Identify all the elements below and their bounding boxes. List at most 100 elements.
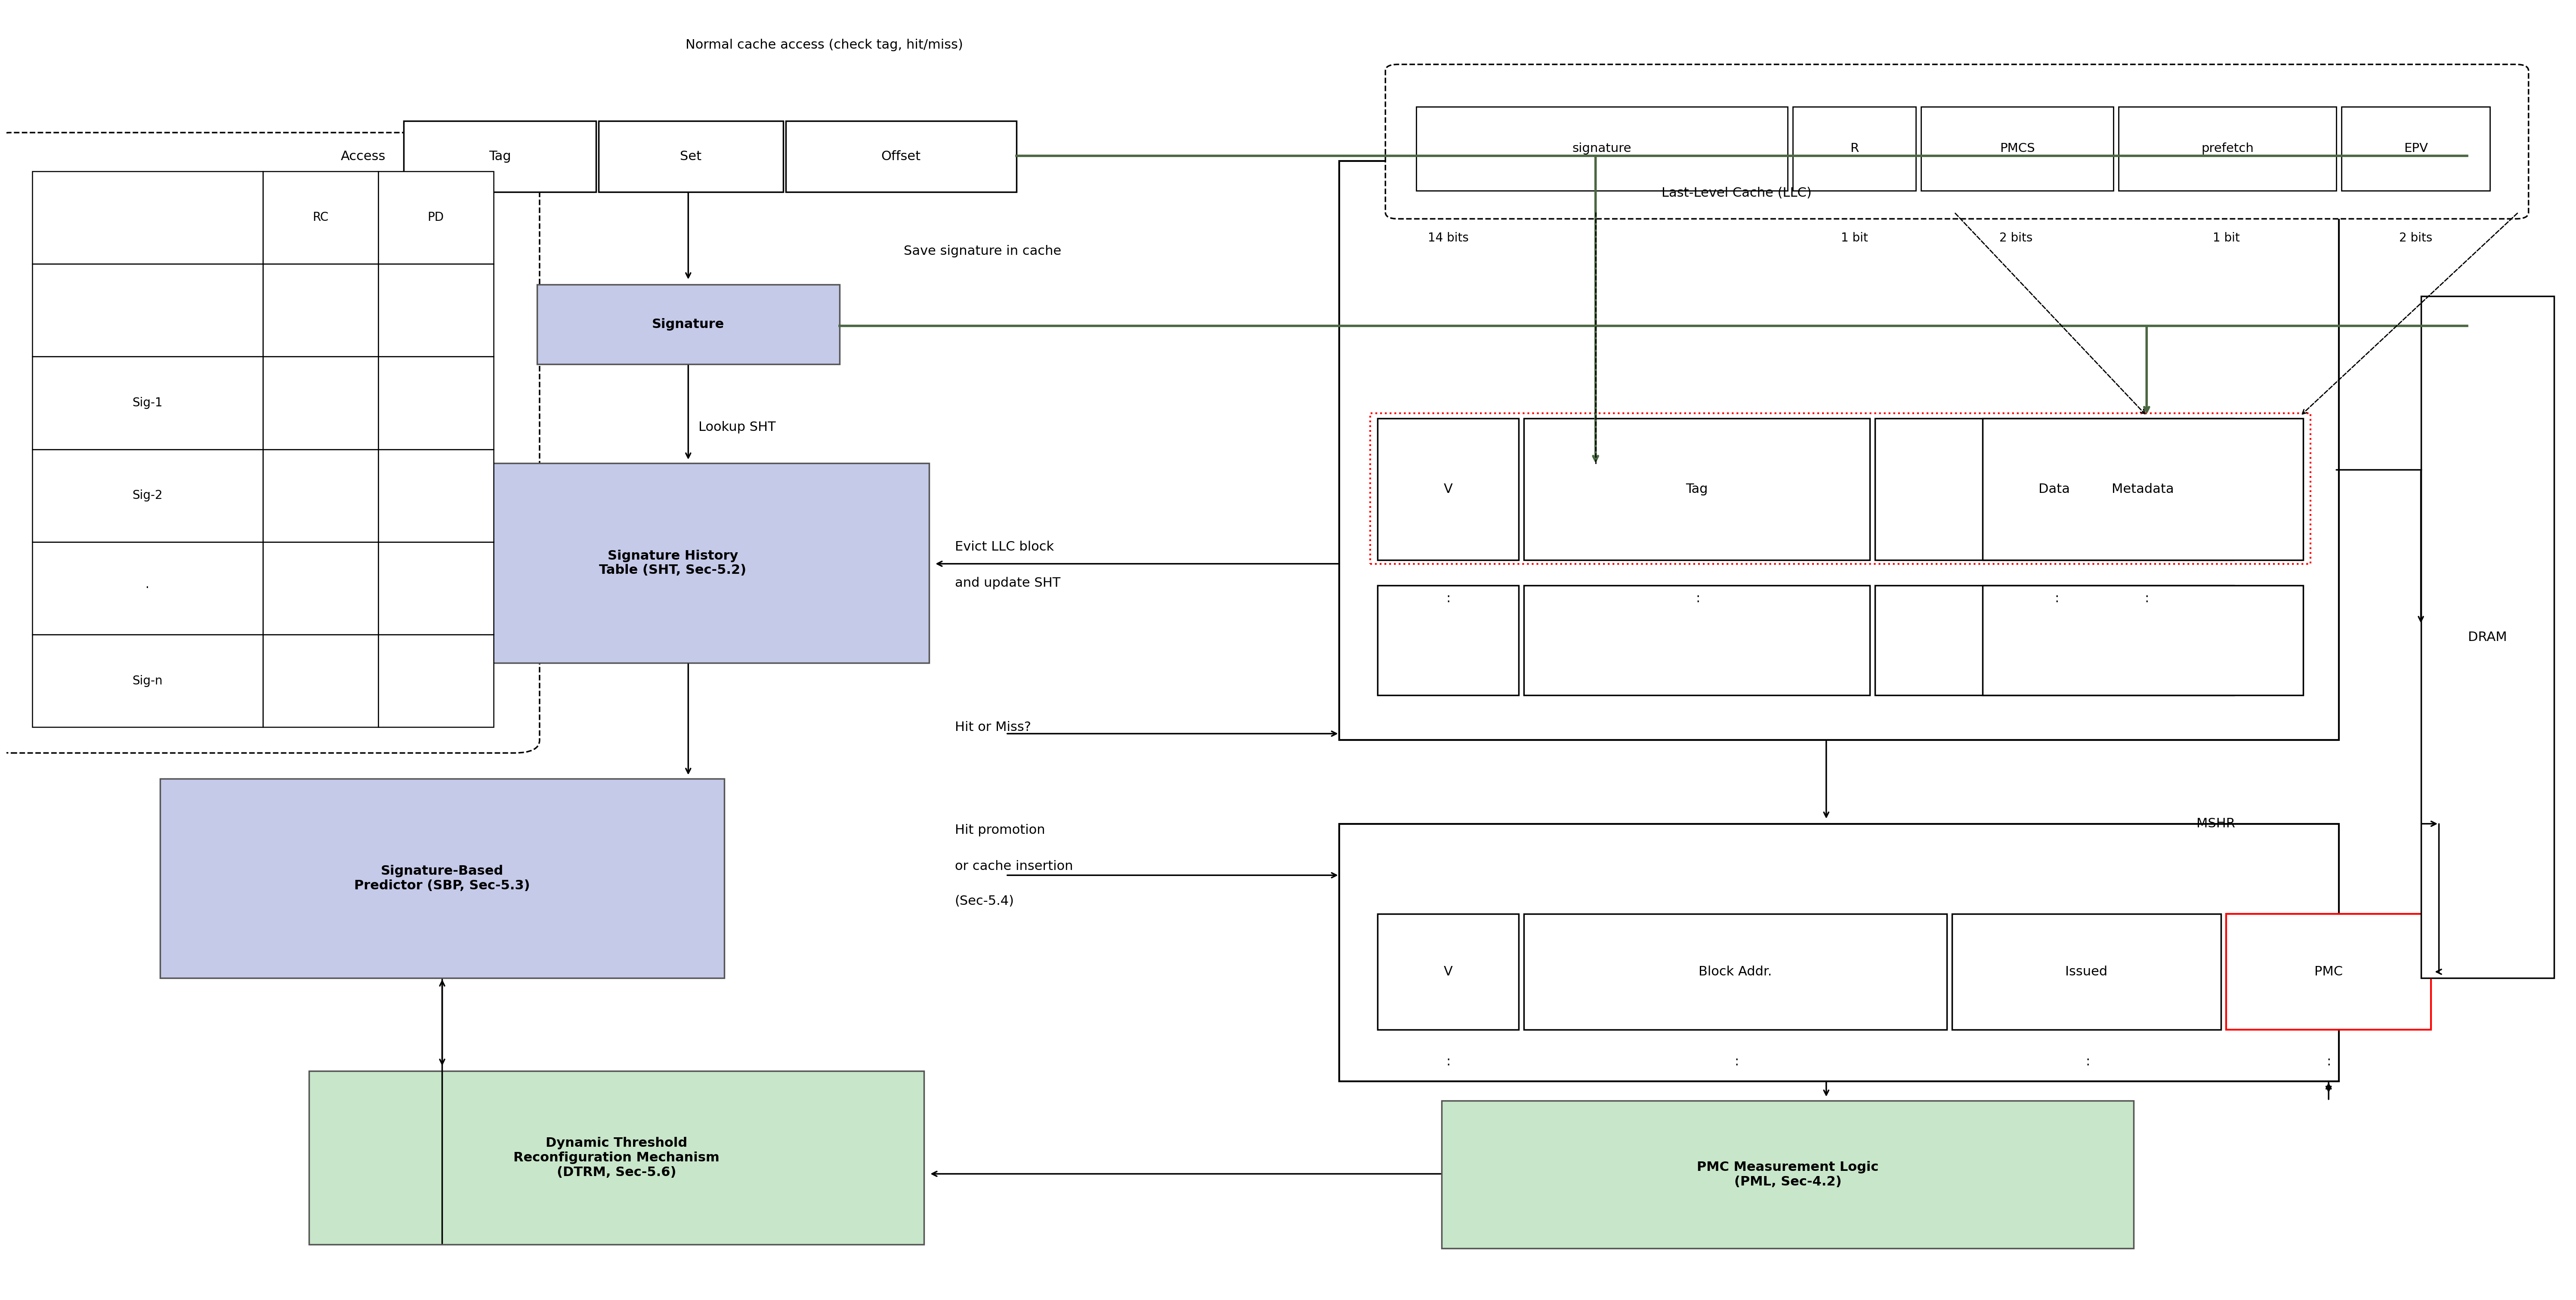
Text: Sig-2: Sig-2	[131, 490, 162, 502]
Text: signature: signature	[1571, 143, 1631, 155]
Text: RC: RC	[312, 212, 330, 224]
Text: Signature-Based
Predictor (SBP, Sec-5.3): Signature-Based Predictor (SBP, Sec-5.3)	[355, 864, 531, 892]
Bar	[1922, 107, 2112, 191]
Bar	[309, 1071, 925, 1244]
Bar	[536, 285, 840, 364]
Text: Last-Level Cache (LLC): Last-Level Cache (LLC)	[1662, 187, 1811, 199]
Text: PMC Measurement Logic
(PML, Sec-4.2): PMC Measurement Logic (PML, Sec-4.2)	[1698, 1161, 1878, 1188]
Text: prefetch: prefetch	[2200, 143, 2254, 155]
Bar	[404, 121, 595, 192]
Bar	[1984, 585, 2303, 696]
Bar	[2342, 107, 2491, 191]
Text: Access: Access	[340, 151, 386, 162]
Text: :: :	[1734, 1056, 1739, 1069]
Text: MSHR: MSHR	[2197, 818, 2236, 829]
Text: :: :	[2056, 593, 2058, 604]
Text: and update SHT: and update SHT	[956, 577, 1061, 589]
Bar	[417, 463, 930, 663]
FancyBboxPatch shape	[1386, 65, 2530, 218]
Bar	[1953, 914, 2221, 1030]
Text: Set: Set	[680, 151, 701, 162]
Text: Offset: Offset	[881, 151, 920, 162]
Bar	[31, 356, 263, 450]
Bar	[1525, 585, 1870, 696]
Bar	[379, 264, 495, 356]
Bar	[1875, 585, 2233, 696]
Text: Data: Data	[2038, 482, 2071, 495]
Bar	[263, 356, 379, 450]
Bar	[1443, 1101, 2133, 1248]
Bar	[786, 121, 1018, 192]
Bar	[1340, 824, 2339, 1082]
Bar	[1378, 914, 1520, 1030]
Text: Normal cache access (check tag, hit/miss): Normal cache access (check tag, hit/miss…	[685, 39, 963, 51]
Text: R: R	[1850, 143, 1860, 155]
Text: PMCS: PMCS	[1999, 143, 2035, 155]
Text: :: :	[1445, 1056, 1450, 1069]
Text: Block Addr.: Block Addr.	[1698, 966, 1772, 978]
Bar	[160, 779, 724, 978]
Bar	[379, 356, 495, 450]
Text: Hit or Miss?: Hit or Miss?	[956, 722, 1030, 733]
Bar	[263, 172, 379, 264]
Bar	[31, 634, 263, 727]
Text: Dynamic Threshold
Reconfiguration Mechanism
(DTRM, Sec-5.6): Dynamic Threshold Reconfiguration Mechan…	[513, 1138, 719, 1179]
Text: Signature History
Table (SHT, Sec-5.2): Signature History Table (SHT, Sec-5.2)	[600, 550, 747, 577]
Bar	[2226, 914, 2432, 1030]
Bar	[263, 542, 379, 634]
Bar	[1370, 413, 2311, 564]
Bar	[2117, 107, 2336, 191]
Text: 2 bits: 2 bits	[2398, 233, 2432, 244]
Bar	[1340, 161, 2339, 740]
Bar	[31, 542, 263, 634]
Text: Sig-1: Sig-1	[131, 396, 162, 410]
Text: 14 bits: 14 bits	[1427, 233, 1468, 244]
Text: :: :	[2326, 1056, 2331, 1069]
Bar	[31, 264, 263, 356]
Bar	[1525, 914, 1947, 1030]
Text: or cache insertion: or cache insertion	[956, 861, 1074, 872]
Bar	[598, 121, 783, 192]
Bar	[263, 634, 379, 727]
Bar	[263, 450, 379, 542]
Text: DRAM: DRAM	[2468, 630, 2506, 644]
Text: PD: PD	[428, 212, 443, 224]
Text: :: :	[1695, 593, 1700, 604]
Bar	[1984, 419, 2303, 560]
Text: Metadata: Metadata	[2112, 482, 2174, 495]
Text: Hit promotion: Hit promotion	[956, 824, 1046, 836]
Bar	[31, 450, 263, 542]
Text: :: :	[2143, 593, 2148, 604]
Bar	[1793, 107, 1917, 191]
Text: 1 bit: 1 bit	[2213, 233, 2239, 244]
Text: :: :	[2087, 1056, 2089, 1069]
Bar	[1378, 585, 1520, 696]
Bar	[379, 542, 495, 634]
Text: Tag: Tag	[489, 151, 510, 162]
Bar	[379, 450, 495, 542]
Bar	[379, 172, 495, 264]
Text: PMC: PMC	[2313, 966, 2342, 978]
Text: 1 bit: 1 bit	[1842, 233, 1868, 244]
Text: Lookup SHT: Lookup SHT	[698, 421, 775, 434]
Text: ·: ·	[144, 582, 149, 594]
Text: Signature: Signature	[652, 318, 724, 330]
Bar	[1875, 419, 2233, 560]
Text: V: V	[1443, 482, 1453, 495]
Bar	[1417, 107, 1788, 191]
Text: Evict LLC block: Evict LLC block	[956, 541, 1054, 554]
Text: (Sec-5.4): (Sec-5.4)	[956, 894, 1015, 907]
Bar	[2421, 296, 2555, 978]
Text: V: V	[1443, 966, 1453, 978]
Text: 2 bits: 2 bits	[1999, 233, 2032, 244]
Bar	[31, 172, 263, 264]
Text: Issued: Issued	[2066, 966, 2107, 978]
Text: Save signature in cache: Save signature in cache	[904, 244, 1061, 257]
Text: EPV: EPV	[2403, 143, 2427, 155]
Text: :: :	[1445, 593, 1450, 604]
Bar	[263, 264, 379, 356]
Bar	[1378, 419, 1520, 560]
Bar	[379, 634, 495, 727]
Text: Sig-n: Sig-n	[131, 675, 162, 686]
Text: Tag: Tag	[1685, 482, 1708, 495]
